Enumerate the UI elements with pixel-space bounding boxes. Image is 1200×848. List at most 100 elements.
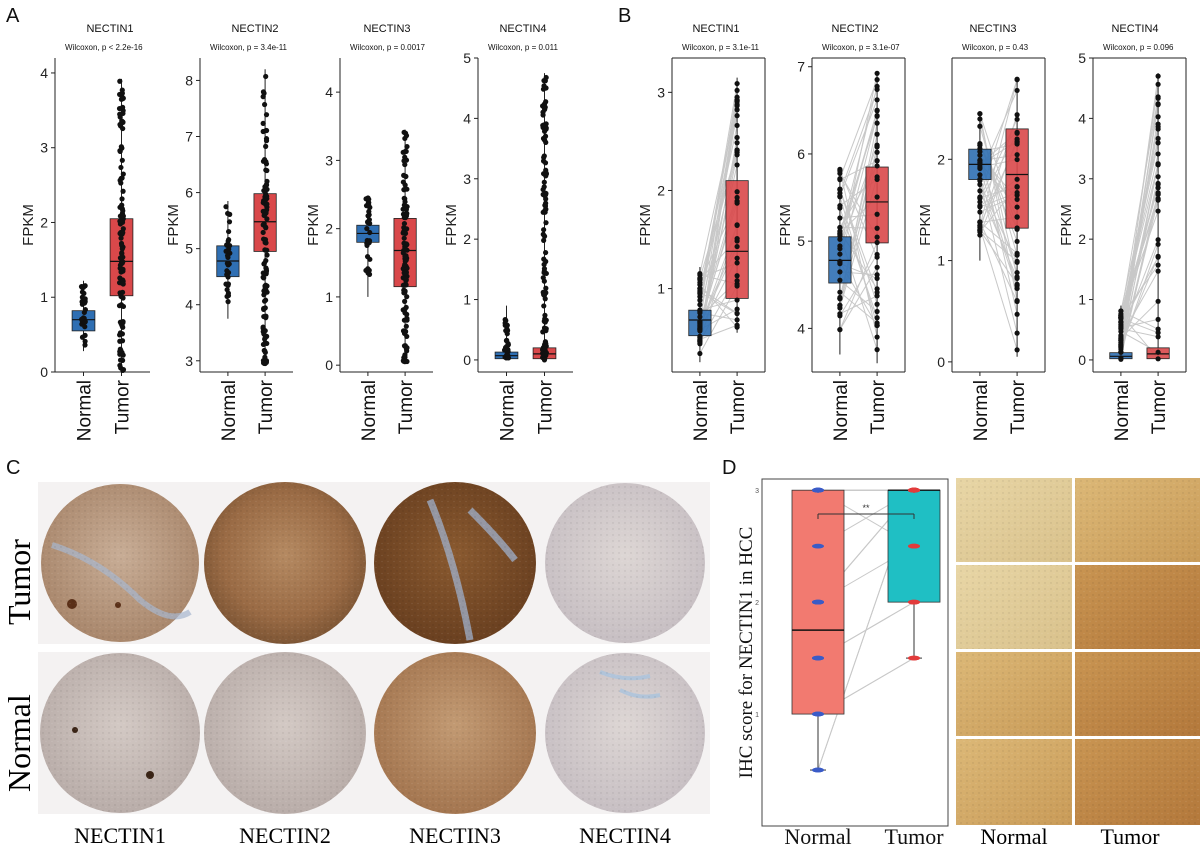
- data-point: [366, 202, 372, 209]
- data-point: [118, 302, 124, 308]
- data-point: [117, 78, 123, 84]
- data-point: [402, 199, 408, 205]
- data-point: [82, 319, 88, 325]
- data-point: [402, 182, 408, 188]
- pair-line: [839, 144, 878, 249]
- x-tick-label: Tumor: [884, 824, 944, 848]
- data-point: [118, 269, 124, 275]
- data-point: [874, 174, 880, 180]
- data-point: [402, 310, 408, 316]
- data-point: [874, 163, 880, 169]
- y-tick-label: 5: [463, 50, 471, 66]
- data-point: [874, 142, 880, 148]
- data-point: [261, 360, 267, 366]
- data-point: [874, 112, 880, 119]
- data-point: [264, 201, 270, 207]
- data-point: [401, 158, 407, 164]
- data-point: [118, 144, 124, 150]
- data-point: [261, 275, 267, 281]
- data-point: [977, 188, 983, 194]
- data-point: [223, 204, 229, 210]
- data-point: [977, 111, 983, 117]
- data-point: [874, 225, 880, 231]
- data-point: [541, 292, 547, 298]
- data-point: [505, 341, 511, 347]
- data-point: [81, 309, 87, 316]
- data-point: [874, 70, 880, 76]
- data-point: [1014, 270, 1020, 276]
- data-point: [837, 190, 843, 196]
- y-tick-label: 3: [657, 84, 665, 100]
- data-point: [874, 315, 880, 321]
- data-point: [224, 253, 231, 259]
- data-point-normal: [812, 543, 824, 549]
- data-point: [117, 348, 123, 355]
- data-point: [540, 112, 546, 118]
- col-label-nectin1: NECTIN1: [74, 823, 166, 848]
- core-texture: [374, 482, 536, 644]
- data-point: [977, 181, 983, 188]
- data-point: [874, 149, 880, 155]
- data-point: [120, 324, 126, 330]
- data-point: [734, 94, 740, 100]
- data-point: [117, 121, 123, 128]
- x-tick-label: Normal: [75, 380, 96, 441]
- panel-d-ihc-photos: [956, 478, 1200, 825]
- data-point: [118, 203, 124, 209]
- data-point: [977, 194, 983, 200]
- data-point: [403, 133, 410, 139]
- data-point: [1155, 81, 1161, 87]
- data-point: [734, 134, 740, 141]
- stat-annotation: Wilcoxon, p = 3.1e-11: [682, 43, 760, 52]
- data-point: [117, 362, 123, 369]
- data-point: [837, 259, 843, 265]
- data-point: [1155, 334, 1161, 340]
- chart-title: NECTIN3: [969, 23, 1016, 35]
- pair-line: [699, 90, 738, 311]
- data-point: [977, 176, 983, 182]
- data-point: [226, 219, 233, 225]
- data-point: [119, 338, 126, 344]
- data-point: [120, 230, 126, 236]
- pair-line: [979, 227, 1018, 351]
- data-point: [1155, 330, 1161, 336]
- data-point: [400, 282, 407, 288]
- data-point: [1118, 319, 1124, 325]
- core-texture: [545, 483, 705, 643]
- data-point: [837, 294, 843, 301]
- data-point: [1155, 174, 1161, 180]
- core-texture: [545, 653, 705, 813]
- data-point: [837, 277, 843, 283]
- pair-line: [839, 99, 878, 197]
- data-point: [542, 296, 548, 302]
- pair-line: [979, 229, 1018, 262]
- data-point: [874, 131, 880, 137]
- chart-a2: NECTIN2 Wilcoxon, p = 3.4e-11 3 4 5 6 7 8 FPKM No…: [165, 23, 293, 441]
- y-tick-label: 5: [185, 241, 193, 257]
- data-point: [1155, 102, 1161, 108]
- data-point: [120, 110, 126, 116]
- chart-title: NECTIN2: [831, 23, 878, 35]
- y-axis-label: IHC score for NECTIN1 in HCC: [736, 527, 757, 779]
- data-point: [1014, 347, 1020, 353]
- data-point: [697, 291, 703, 297]
- photo-label-tumor: Tumor: [1100, 824, 1160, 848]
- data-point: [1014, 141, 1020, 147]
- y-tick-label: 2: [657, 182, 665, 198]
- y-tick-label: 4: [325, 84, 333, 100]
- x-tick-label: Normal: [831, 380, 852, 441]
- data-point: [261, 305, 267, 312]
- data-point-normal: [812, 711, 824, 717]
- data-point: [1155, 95, 1161, 101]
- chart-title: NECTIN3: [363, 23, 410, 35]
- data-point: [401, 220, 408, 227]
- data-point: [263, 73, 269, 80]
- y-tick-label: 1: [755, 712, 759, 719]
- y-tick-label: 4: [40, 65, 48, 81]
- data-point: [119, 246, 125, 252]
- pair-line: [699, 149, 738, 279]
- stat-annotation: Wilcoxon, p = 0.096: [1103, 43, 1174, 52]
- data-point: [734, 140, 740, 146]
- data-point: [260, 94, 266, 100]
